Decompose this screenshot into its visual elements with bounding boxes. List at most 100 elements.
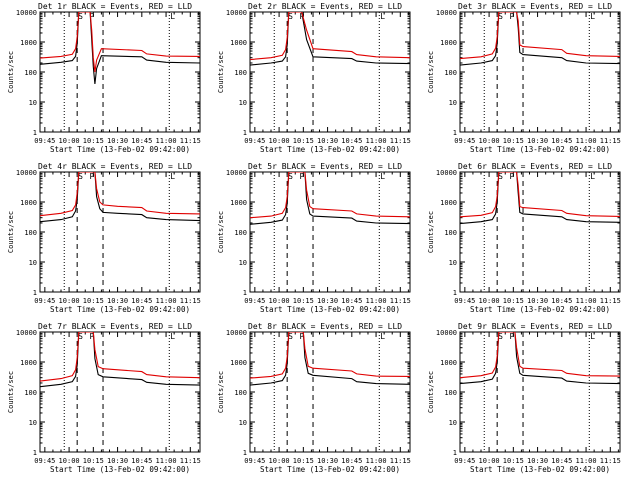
annotation-s: S [498,12,503,21]
chart-title: Det 7r BLACK = Events, RED = LLD [38,322,192,331]
x-tick-label: 10:00 [59,137,80,145]
lld-series-line [250,172,410,219]
y-tick-label: 1 [33,449,37,457]
x-tick-label: 10:45 [551,457,572,465]
x-tick-label: 09:45 [454,297,475,305]
y-tick-label: 10 [449,419,457,427]
x-tick-label: 10:30 [527,457,548,465]
y-axis-label: Counts/sec [427,51,435,93]
y-axis-label: Counts/sec [7,371,15,413]
x-tick-label: 10:30 [317,137,338,145]
y-tick-label: 1 [33,289,37,297]
annotation-l: L [170,172,175,181]
x-tick-label: 10:15 [83,137,104,145]
annotation-s: S [78,172,83,181]
x-tick-label: 10:45 [341,137,362,145]
x-tick-label: 11:15 [390,137,411,145]
lld-series-line [460,12,620,60]
x-tick-label: 09:45 [244,457,265,465]
chart-panel-4: Det 4r BLACK = Events, RED = LLD 1 10 100 10… [7,162,201,314]
lld-series-line [40,332,200,382]
x-axis-label: Start Time (13-Feb-02 09:42:00) [470,305,610,314]
chart-title: Det 6r BLACK = Events, RED = LLD [458,162,612,171]
y-tick-label: 100 [24,69,37,77]
x-tick-label: 10:45 [551,137,572,145]
x-tick-label: 09:45 [34,137,55,145]
y-tick-label: 100 [444,69,457,77]
chart-panel-7: Det 7r BLACK = Events, RED = LLD 1 10 100 10… [7,322,201,474]
annotation-l: L [590,12,595,21]
annotation-l: L [380,332,385,341]
annotation-l: L [590,172,595,181]
x-axis-label: Start Time (13-Feb-02 09:42:00) [260,145,400,154]
annotation-p: P [89,332,94,341]
x-axis-label: Start Time (13-Feb-02 09:42:00) [50,305,190,314]
x-tick-label: 11:15 [600,457,621,465]
x-tick-label: 09:45 [244,297,265,305]
x-tick-label: 11:15 [390,297,411,305]
y-axis-label: Counts/sec [217,51,225,93]
y-tick-label: 1000 [230,359,247,367]
x-tick-label: 10:15 [83,297,104,305]
x-tick-label: 11:00 [156,457,177,465]
y-tick-label: 1000 [440,199,457,207]
chart-panel-2: Det 2r BLACK = Events, RED = LLD 1 10 100 10… [217,2,411,154]
chart-panel-8: Det 8r BLACK = Events, RED = LLD 1 10 100 10… [217,322,411,474]
chart-panel-1: Det 1r BLACK = Events, RED = LLD 1 10 100 10… [7,2,201,154]
x-tick-label: 11:00 [366,297,387,305]
y-tick-label: 10000 [16,169,37,177]
x-tick-label: 10:15 [503,457,524,465]
x-tick-label: 11:15 [180,457,201,465]
y-tick-label: 1000 [230,39,247,47]
y-tick-label: 10 [29,99,37,107]
x-tick-label: 10:00 [269,297,290,305]
y-tick-label: 10 [449,259,457,267]
x-tick-label: 11:15 [390,457,411,465]
chart-title: Det 9r BLACK = Events, RED = LLD [458,322,612,331]
annotation-p: P [89,12,94,21]
y-axis-label: Counts/sec [427,371,435,413]
chart-panel-6: Det 6r BLACK = Events, RED = LLD 1 10 100 10… [427,162,621,314]
annotation-l: L [170,332,175,341]
y-tick-label: 10000 [436,169,457,177]
x-axis-label: Start Time (13-Feb-02 09:42:00) [260,465,400,474]
annotation-l: L [380,172,385,181]
x-tick-label: 10:00 [269,137,290,145]
chart-title: Det 1r BLACK = Events, RED = LLD [38,2,192,11]
x-tick-label: 10:00 [269,457,290,465]
x-tick-label: 10:15 [293,137,314,145]
x-tick-label: 11:15 [600,297,621,305]
x-tick-label: 10:00 [59,297,80,305]
y-tick-label: 1 [453,449,457,457]
y-tick-label: 1 [453,129,457,137]
chart-panel-9: Det 9r BLACK = Events, RED = LLD 1 10 100 10… [427,322,621,474]
y-tick-label: 10000 [226,9,247,17]
y-tick-label: 100 [24,229,37,237]
x-tick-label: 10:15 [503,297,524,305]
annotation-s: S [78,12,83,21]
annotation-l: L [170,12,175,21]
x-tick-label: 10:15 [293,457,314,465]
annotation-s: S [78,332,83,341]
y-tick-label: 100 [234,229,247,237]
x-tick-label: 11:00 [366,137,387,145]
y-tick-label: 10 [239,99,247,107]
x-tick-label: 10:30 [317,457,338,465]
lld-series-line [250,12,410,61]
chart-panel-3: Det 3r BLACK = Events, RED = LLD 1 10 100 10… [427,2,621,154]
chart-title: Det 8r BLACK = Events, RED = LLD [248,322,402,331]
x-tick-label: 10:15 [293,297,314,305]
chart-title: Det 2r BLACK = Events, RED = LLD [248,2,402,11]
x-tick-label: 11:15 [180,137,201,145]
y-tick-label: 10 [449,99,457,107]
y-tick-label: 1000 [440,359,457,367]
annotation-l: L [380,12,385,21]
chart-title: Det 5r BLACK = Events, RED = LLD [248,162,402,171]
y-tick-label: 10000 [16,9,37,17]
x-axis-label: Start Time (13-Feb-02 09:42:00) [470,465,610,474]
events-series-line [40,12,200,84]
events-series-line [40,332,200,388]
x-tick-label: 11:15 [180,297,201,305]
x-tick-label: 09:45 [34,297,55,305]
y-tick-label: 10000 [16,329,37,337]
